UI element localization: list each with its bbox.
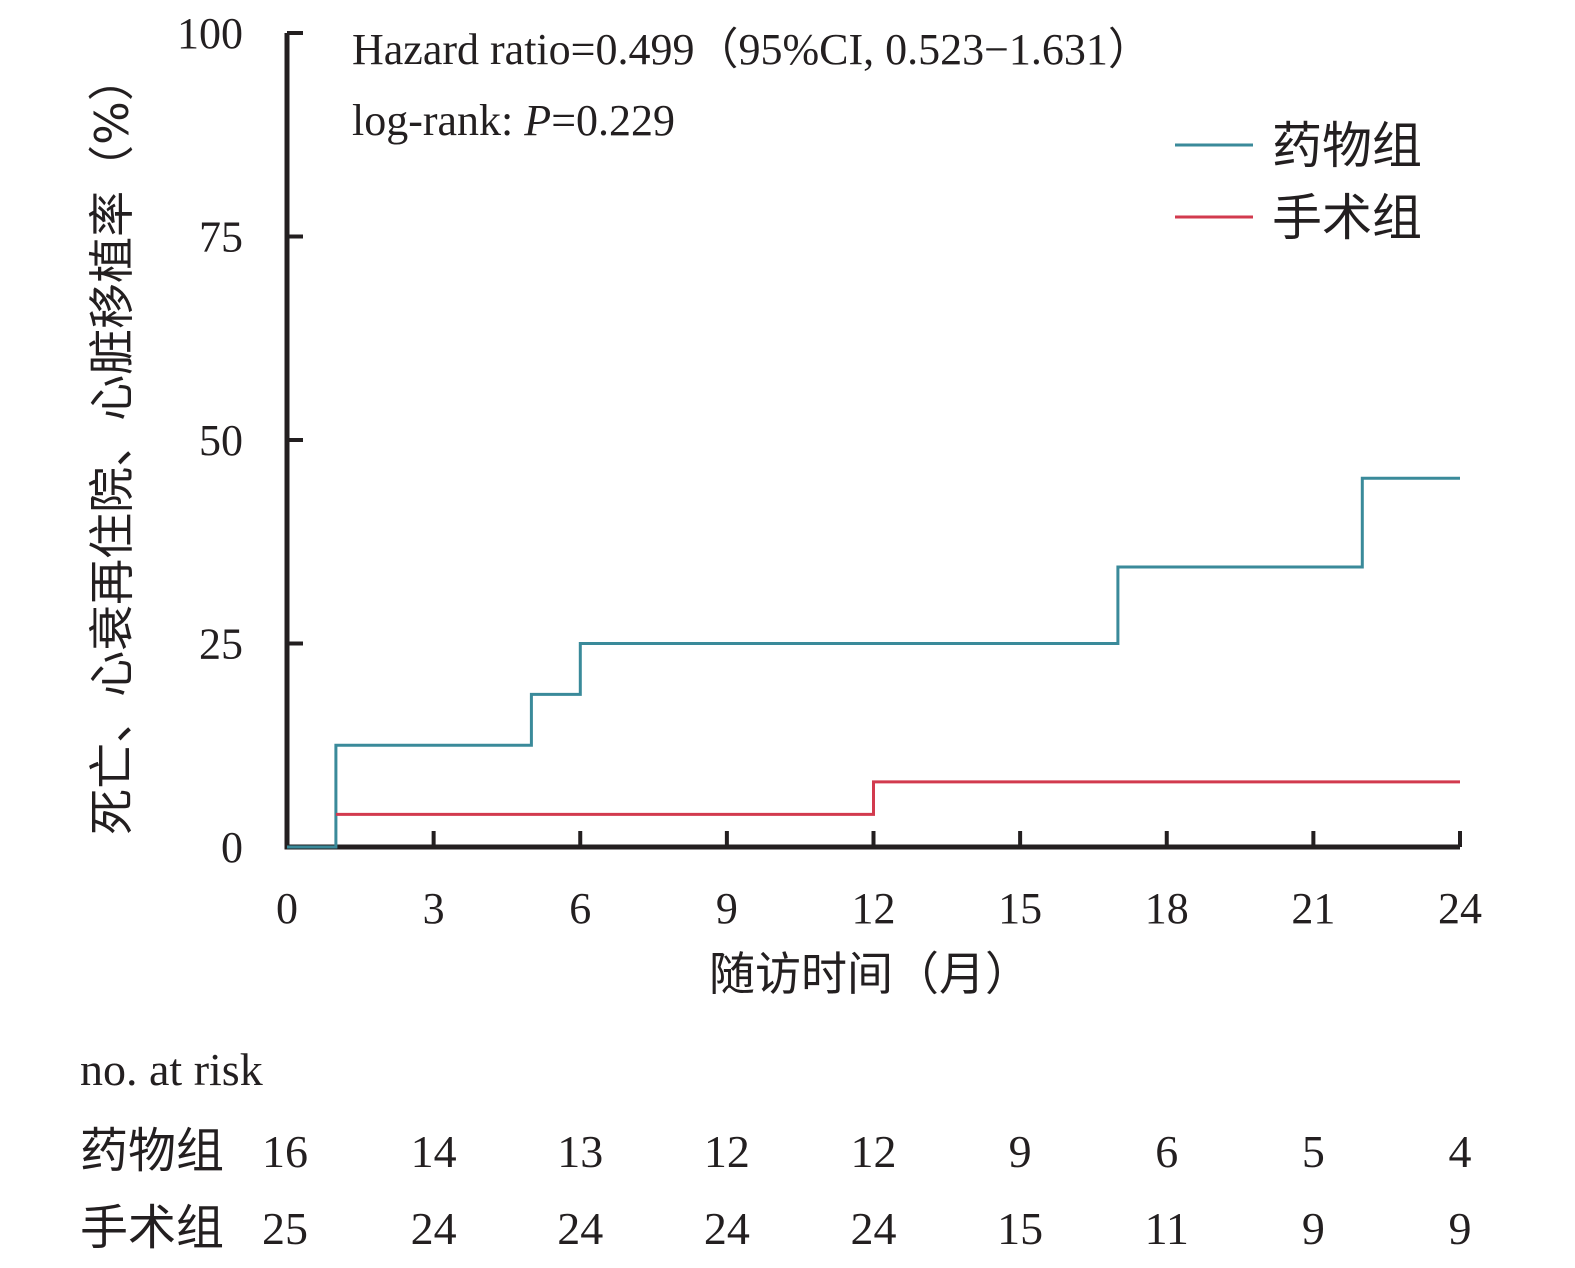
legend-label: 药物组: [1272, 117, 1422, 175]
annotation-log-rank: log-rank: P=0.229: [352, 96, 675, 145]
risk-value: 25: [262, 1203, 308, 1254]
series-line-2: [335, 780, 1460, 816]
annotation-p-value: =0.229: [551, 96, 675, 145]
series-line-1: [287, 476, 1460, 849]
annotation-hazard-ratio: Hazard ratio=0.499（95%CI, 0.523−1.631）: [352, 25, 1152, 74]
series-layer: [287, 476, 1460, 849]
x-tick-label: 9: [716, 884, 738, 933]
risk-value: 24: [704, 1203, 750, 1254]
annotation-log-rank-prefix: log-rank:: [352, 96, 524, 145]
y-axis-label: 死亡、心衰再住院、心脏移植率（%）: [85, 55, 139, 835]
y-tick-label: 25: [199, 620, 243, 669]
legend-label: 手术组: [1272, 189, 1422, 247]
risk-value: 9: [1302, 1203, 1325, 1254]
risk-table-title: no. at risk: [80, 1044, 263, 1095]
y-tick-label: 75: [199, 213, 243, 262]
y-tick-label: 100: [177, 9, 243, 58]
risk-value: 14: [411, 1126, 457, 1177]
risk-value: 12: [704, 1126, 750, 1177]
risk-value: 11: [1145, 1203, 1189, 1254]
y-tick-label: 0: [221, 823, 243, 872]
y-tick-label: 50: [199, 416, 243, 465]
risk-row-label: 手术组: [80, 1200, 224, 1256]
x-tick-label: 21: [1291, 884, 1335, 933]
x-axis-label: 随访时间（月）: [709, 947, 1031, 1001]
x-tick-label: 6: [569, 884, 591, 933]
risk-row-label: 药物组: [80, 1123, 224, 1179]
x-tick-label: 12: [852, 884, 896, 933]
risk-value: 6: [1155, 1126, 1178, 1177]
x-tick-label: 18: [1145, 884, 1189, 933]
risk-value: 4: [1449, 1126, 1472, 1177]
risk-value: 24: [851, 1203, 897, 1254]
x-tick-label: 15: [998, 884, 1042, 933]
risk-value: 24: [557, 1203, 603, 1254]
x-tick-label: 3: [423, 884, 445, 933]
axes: 0 25 50 75 100 0 3 6 9 12 15 18 21 24: [177, 9, 1482, 933]
x-tick-label: 24: [1438, 884, 1482, 933]
annotation-p-symbol: P: [523, 96, 551, 145]
risk-value: 16: [262, 1126, 308, 1177]
risk-value: 24: [411, 1203, 457, 1254]
risk-value: 9: [1009, 1126, 1032, 1177]
risk-value: 5: [1302, 1126, 1325, 1177]
risk-value: 12: [851, 1126, 897, 1177]
risk-value: 9: [1449, 1203, 1472, 1254]
risk-value: 15: [997, 1203, 1043, 1254]
risk-table: no. at risk 药物组 16 14 13 12 12 9 6 5 4 手术组 25 24 24 24…: [80, 1044, 1472, 1256]
x-tick-label: 0: [276, 884, 298, 933]
risk-value: 13: [557, 1126, 603, 1177]
